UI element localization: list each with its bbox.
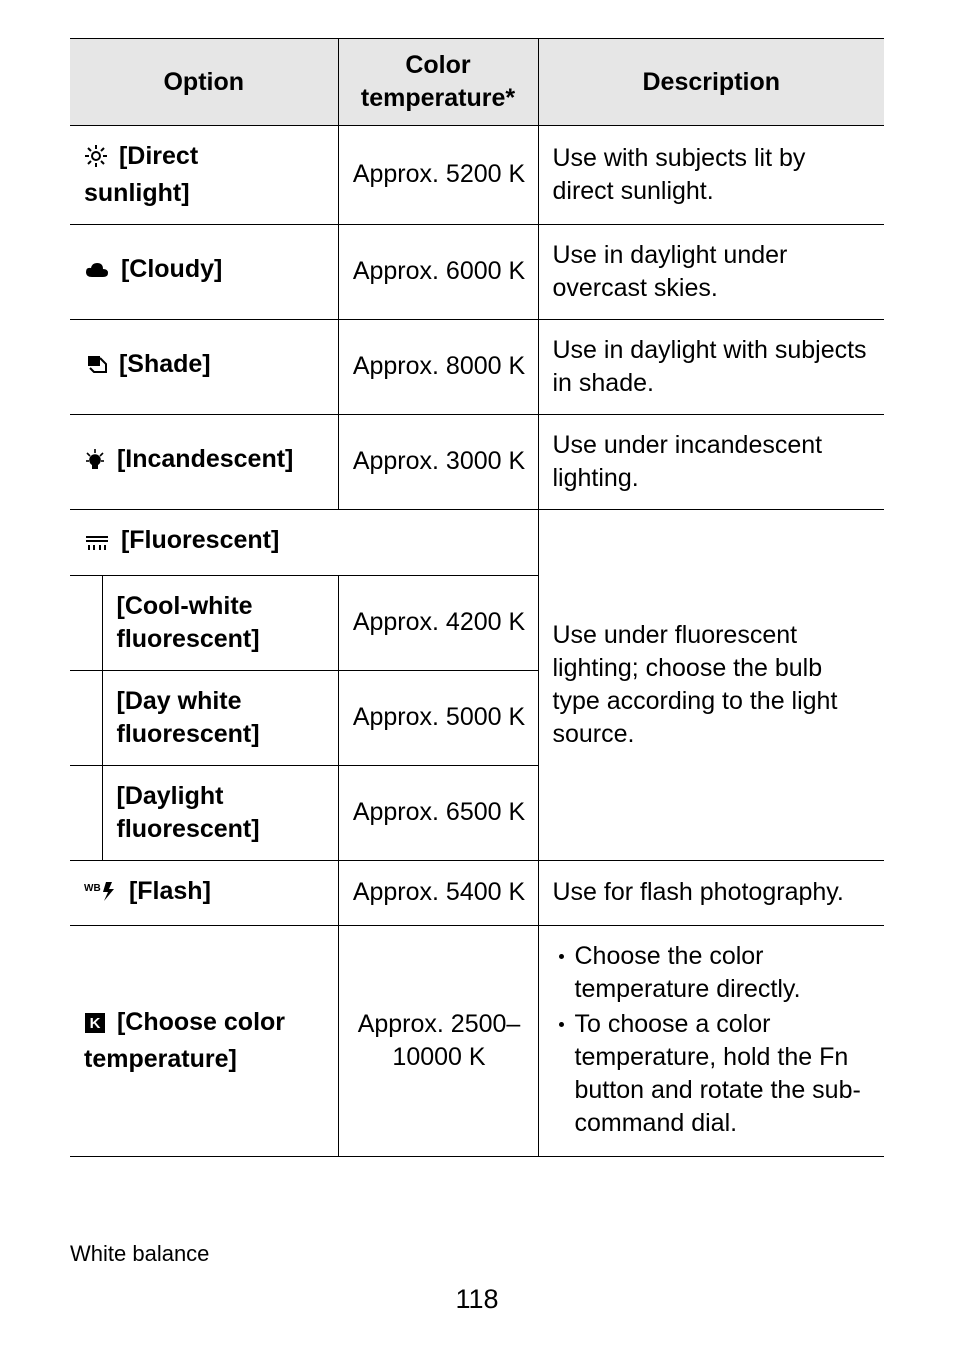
row-incandescent: [Incandescent] Approx. 3000 K Use under … [70, 414, 884, 509]
opt-incandescent: [Incandescent] [70, 414, 338, 509]
label: [Choose color [117, 1008, 285, 1036]
label: [Fluorescent] [121, 526, 279, 554]
temp-direct-sunlight: Approx. 5200 K [338, 126, 538, 225]
temp-shade: Approx. 8000 K [338, 319, 538, 414]
label: [Shade] [119, 350, 211, 378]
opt-cloudy: [Cloudy] [70, 224, 338, 319]
label: [Day white [117, 687, 242, 715]
page: Option Color temperature* Description [D… [0, 0, 954, 1345]
label: sunlight] [84, 179, 190, 207]
sun-icon [84, 144, 108, 177]
svg-text:WB: WB [84, 883, 101, 894]
header-color-temp-l2: temperature* [361, 84, 515, 112]
table-header-row: Option Color temperature* Description [70, 39, 884, 126]
opt-cool-white: [Cool-white fluorescent] [102, 575, 338, 670]
header-description: Description [538, 39, 884, 126]
bulb-icon [84, 447, 106, 480]
bullet-item: Choose the color temperature directly. [553, 940, 873, 1006]
temp-flash: Approx. 5400 K [338, 860, 538, 926]
desc-fluorescent: Use under fluorescent lighting; choose t… [538, 509, 884, 860]
svg-text:K: K [90, 1015, 101, 1032]
temp-day-white: Approx. 5000 K [338, 670, 538, 765]
temp-cool-white: Approx. 4200 K [338, 575, 538, 670]
header-option: Option [70, 39, 338, 126]
page-number: 118 [0, 1284, 954, 1315]
row-fluorescent-header: [Fluorescent] Use under fluorescent ligh… [70, 509, 884, 575]
desc-flash: Use for flash photography. [538, 860, 884, 926]
label: [Direct [119, 142, 198, 170]
temp-line: Approx. 2500– [358, 1010, 521, 1038]
temp-daylight: Approx. 6500 K [338, 765, 538, 860]
label: [Cloudy] [121, 255, 222, 283]
row-choose-color-temp: K [Choose color temperature] Approx. 250… [70, 926, 884, 1157]
desc-choose-color-temp: Choose the color temperature directly. T… [538, 926, 884, 1157]
wb-flash-icon: WB [84, 878, 118, 911]
label: fluorescent] [117, 625, 260, 653]
opt-direct-sunlight: [Direct sunlight] [70, 126, 338, 225]
label: [Flash] [129, 877, 211, 905]
shade-icon [84, 352, 108, 385]
temp-cloudy: Approx. 6000 K [338, 224, 538, 319]
fluorescent-icon [84, 528, 110, 561]
opt-fluorescent: [Fluorescent] [70, 509, 538, 575]
temp-incandescent: Approx. 3000 K [338, 414, 538, 509]
opt-day-white: [Day white fluorescent] [102, 670, 338, 765]
label: fluorescent] [117, 815, 260, 843]
label: fluorescent] [117, 720, 260, 748]
label: [Incandescent] [117, 445, 293, 473]
indent [70, 765, 102, 860]
desc-incandescent: Use under incandescent lighting. [538, 414, 884, 509]
header-color-temp: Color temperature* [338, 39, 538, 126]
opt-daylight: [Daylight fluorescent] [102, 765, 338, 860]
bullet-list: Choose the color temperature directly. T… [553, 940, 873, 1140]
opt-choose-color-temp: K [Choose color temperature] [70, 926, 338, 1157]
bullet-item: To choose a color temperature, hold the … [553, 1008, 873, 1140]
desc-shade: Use in daylight with subjects in shade. [538, 319, 884, 414]
label: temperature] [84, 1045, 237, 1073]
k-box-icon: K [84, 1010, 106, 1043]
row-direct-sunlight: [Direct sunlight] Approx. 5200 K Use wit… [70, 126, 884, 225]
temp-choose-color-temp: Approx. 2500– 10000 K [338, 926, 538, 1157]
temp-line: 10000 K [392, 1043, 485, 1071]
section-title: White balance [70, 1241, 209, 1267]
white-balance-table: Option Color temperature* Description [D… [70, 38, 884, 1157]
row-cloudy: [Cloudy] Approx. 6000 K Use in daylight … [70, 224, 884, 319]
row-shade: [Shade] Approx. 8000 K Use in daylight w… [70, 319, 884, 414]
header-color-temp-l1: Color [405, 51, 470, 79]
opt-shade: [Shade] [70, 319, 338, 414]
row-flash: WB [Flash] Approx. 5400 K Use for flash … [70, 860, 884, 926]
desc-cloudy: Use in daylight under overcast skies. [538, 224, 884, 319]
indent [70, 670, 102, 765]
indent [70, 575, 102, 670]
label: [Cool-white [117, 592, 253, 620]
desc-direct-sunlight: Use with subjects lit by direct sunlight… [538, 126, 884, 225]
opt-flash: WB [Flash] [70, 860, 338, 926]
cloud-icon [84, 257, 110, 290]
label: [Daylight [117, 782, 224, 810]
